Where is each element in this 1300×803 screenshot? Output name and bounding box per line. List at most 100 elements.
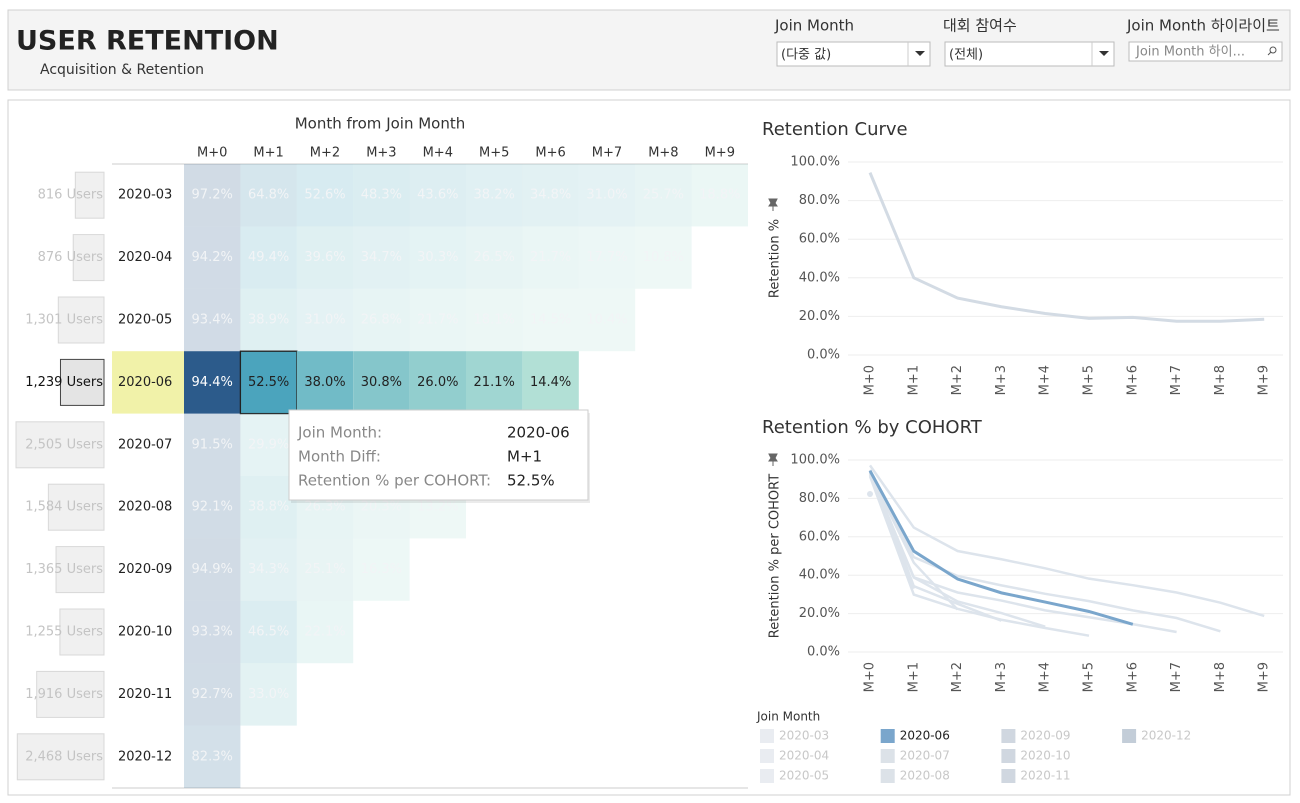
cell-label: 22.1% (304, 625, 345, 640)
heatmap-cell (240, 413, 297, 476)
cohort-line (868, 474, 1046, 628)
row-label: 2020-05 (118, 313, 172, 328)
x-tick-label: M+8 (1213, 365, 1228, 395)
column-header: M+1 (253, 146, 283, 161)
legend-title: Join Month (756, 710, 820, 724)
cell-label: 20.3% (361, 500, 402, 515)
tooltip-label: Retention % per COHORT: (298, 472, 491, 490)
heatmap-cell (409, 164, 466, 227)
heatmap-cell (578, 288, 636, 352)
heatmap-cell (240, 226, 297, 289)
search-box[interactable] (1128, 41, 1283, 62)
row-label: 2020-07 (118, 437, 172, 452)
cell-label: 14.5% (530, 313, 571, 328)
legend-swatch (1001, 749, 1016, 763)
legend-swatch (880, 729, 895, 743)
heatmap-cell (409, 351, 466, 414)
cohort-line (868, 473, 915, 590)
heatmap-cell (184, 413, 241, 476)
heatmap-cell (184, 600, 241, 664)
y-tick-label: 100.0% (790, 155, 840, 170)
users-bar (59, 608, 105, 656)
heatmap-cell (522, 288, 579, 352)
column-header: M+2 (310, 146, 340, 161)
y-tick-label: 80.0% (799, 491, 840, 506)
chart-title: Retention % by COHORT (762, 417, 983, 438)
cell-label: 92.1% (192, 500, 233, 515)
dropdown-value: (전체) (949, 48, 983, 63)
legend-swatch (760, 729, 774, 743)
heatmap-cell (635, 164, 692, 227)
x-tick-label: M+5 (1082, 365, 1097, 395)
heatmap-cell (691, 164, 748, 227)
legend-swatch (760, 769, 774, 783)
cell-label: 25.1% (304, 562, 345, 577)
cell-label: 33.0% (248, 687, 289, 702)
x-tick-label: M+2 (950, 365, 965, 395)
heatmap-cell (240, 351, 297, 414)
cell-label: 34.7% (361, 250, 402, 265)
search-placeholder: Join Month 하이... (1135, 45, 1245, 60)
x-tick-label: M+1 (906, 662, 921, 692)
cell-label: 17.7% (586, 250, 627, 265)
heatmap-cell (184, 538, 241, 601)
y-tick-label: 20.0% (799, 606, 840, 621)
cell-label: 64.8% (248, 188, 289, 203)
chart-title: Retention Curve (762, 119, 908, 140)
cell-label: 25.7% (643, 188, 684, 203)
tooltip-value: M+1 (507, 448, 542, 466)
y-axis-label: Retention % per COHORT (768, 474, 783, 638)
users-bar (74, 171, 105, 219)
users-label: 1,584 Users (25, 500, 103, 515)
y-tick-label: 60.0% (799, 232, 840, 247)
users-bar (16, 733, 105, 781)
y-tick-label: 60.0% (799, 529, 840, 544)
legend-swatch (1001, 769, 1016, 783)
legend-swatch (880, 749, 895, 763)
heatmap-cell (240, 538, 297, 601)
users-bar (59, 358, 105, 406)
filter-label: 대회 참여수 (943, 17, 1017, 35)
heatmap-cell (522, 351, 579, 414)
cell-label: 10.8% (643, 250, 684, 265)
heatmap-cell (522, 226, 579, 289)
search-icon (1269, 46, 1277, 54)
legend-swatch (760, 749, 774, 763)
users-label: 876 Users (38, 250, 104, 265)
tooltip-value: 52.5% (507, 472, 555, 490)
heatmap-cell (635, 226, 692, 289)
row-label: 2020-11 (118, 687, 172, 702)
heatmap-title: Month from Join Month (295, 115, 466, 133)
x-tick-label: M+4 (1038, 365, 1053, 395)
cell-label: 39.6% (304, 250, 345, 265)
page-subtitle: Acquisition & Retention (40, 62, 204, 78)
cell-label: 34.8% (530, 188, 571, 203)
heatmap-cell (240, 476, 297, 539)
row-label: 2020-10 (118, 625, 172, 640)
dropdown[interactable] (944, 41, 1115, 67)
dropdown-arrow (915, 51, 925, 56)
cell-label: 93.3% (192, 625, 233, 640)
legend-label: 2020-09 (1020, 729, 1070, 743)
cell-label: 21.1% (474, 375, 515, 390)
cell-label: 31.0% (304, 313, 345, 328)
heatmap-cell (184, 351, 241, 414)
heatmap-cell (578, 164, 636, 227)
cohort-line (868, 472, 959, 611)
x-tick-label: M+0 (863, 365, 878, 395)
page-title: USER RETENTION (16, 26, 279, 57)
x-tick-label: M+3 (994, 662, 1009, 692)
main-panel (7, 99, 1291, 796)
heatmap-cell (578, 226, 636, 289)
legend-label: 2020-08 (900, 769, 950, 783)
column-header: M+3 (366, 146, 396, 161)
y-tick-label: 20.0% (799, 309, 840, 324)
heatmap-cell (184, 663, 241, 726)
dropdown[interactable] (776, 41, 931, 67)
heatmap-cell (296, 351, 354, 414)
tooltip-value: 2020-06 (507, 424, 570, 442)
legend-swatch (880, 769, 895, 783)
y-axis-label: Retention % (768, 219, 783, 298)
cell-label: 43.6% (417, 188, 458, 203)
cell-label: 46.5% (248, 625, 289, 640)
